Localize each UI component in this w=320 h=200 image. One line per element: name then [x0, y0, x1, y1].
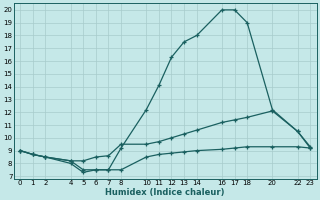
X-axis label: Humidex (Indice chaleur): Humidex (Indice chaleur)	[106, 188, 225, 197]
